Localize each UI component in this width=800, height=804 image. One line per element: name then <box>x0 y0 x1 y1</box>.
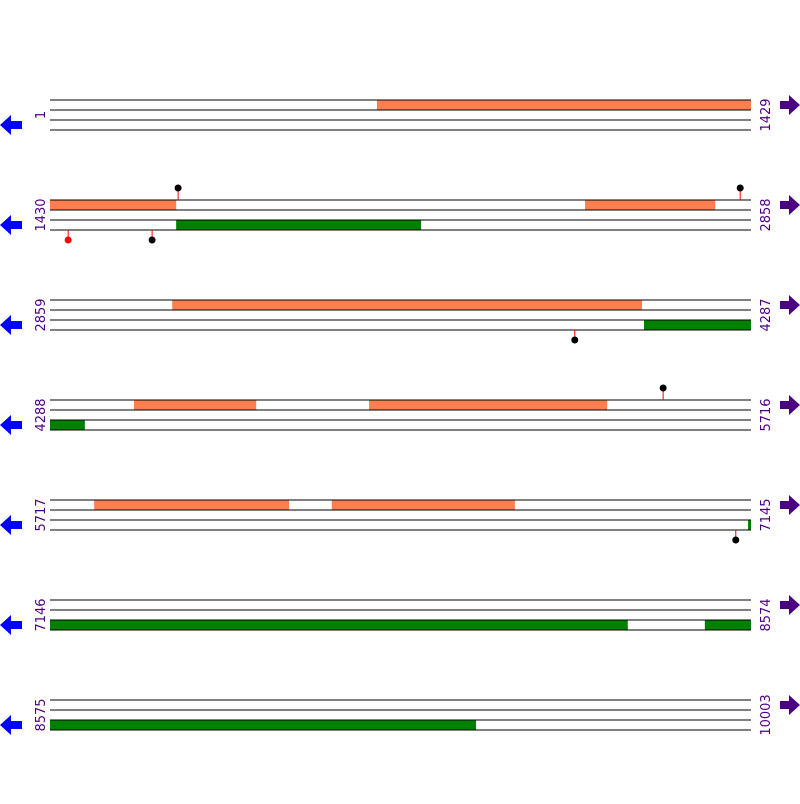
right-arrow <box>780 195 800 215</box>
left-arrow <box>0 415 22 435</box>
start-label: 5717 <box>34 498 49 531</box>
end-label: 8574 <box>759 598 774 631</box>
feature <box>176 220 422 230</box>
marker-head <box>571 336 579 344</box>
feature <box>369 400 608 410</box>
feature <box>94 500 290 510</box>
feature <box>748 520 751 530</box>
left-arrow <box>0 515 22 535</box>
feature <box>50 620 628 630</box>
feature <box>585 200 716 210</box>
start-label: 4288 <box>34 398 49 431</box>
end-label: 7145 <box>759 498 774 531</box>
marker-head <box>148 236 156 244</box>
end-label: 2858 <box>759 198 774 231</box>
right-arrow <box>780 495 800 515</box>
right-arrow <box>780 95 800 115</box>
marker-head <box>174 184 182 192</box>
feature <box>331 500 515 510</box>
start-label: 1 <box>34 111 49 119</box>
right-arrow <box>780 695 800 715</box>
feature <box>133 400 257 410</box>
left-arrow <box>0 215 22 235</box>
start-label: 7146 <box>34 598 49 631</box>
end-label: 10003 <box>759 694 774 735</box>
feature <box>50 200 177 210</box>
right-arrow <box>780 595 800 615</box>
start-label: 8575 <box>34 698 49 731</box>
marker-head <box>736 184 744 192</box>
left-arrow <box>0 315 22 335</box>
end-label: 1429 <box>759 98 774 131</box>
left-arrow <box>0 615 22 635</box>
feature <box>50 720 477 730</box>
feature <box>50 420 85 430</box>
right-arrow <box>780 395 800 415</box>
left-arrow <box>0 715 22 735</box>
feature <box>172 300 643 310</box>
left-arrow <box>0 115 22 135</box>
feature <box>643 320 751 330</box>
feature <box>376 100 751 110</box>
right-arrow <box>780 295 800 315</box>
start-label: 2859 <box>34 298 49 331</box>
end-label: 4287 <box>759 298 774 331</box>
feature <box>704 620 751 630</box>
start-label: 1430 <box>34 198 49 231</box>
end-label: 5716 <box>759 398 774 431</box>
marker-head <box>659 384 667 392</box>
marker-head <box>64 236 72 244</box>
marker-head <box>732 536 740 544</box>
